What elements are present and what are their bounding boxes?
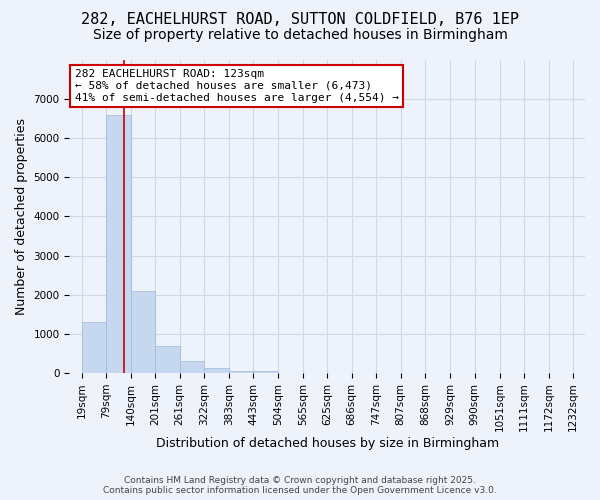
Bar [253, 370, 278, 373]
Bar [82, 322, 106, 373]
Bar [155, 346, 179, 373]
Bar [204, 368, 229, 373]
X-axis label: Distribution of detached houses by size in Birmingham: Distribution of detached houses by size … [155, 437, 499, 450]
Bar [179, 361, 204, 373]
Text: Size of property relative to detached houses in Birmingham: Size of property relative to detached ho… [92, 28, 508, 42]
Bar [229, 370, 253, 373]
Text: 282 EACHELHURST ROAD: 123sqm
← 58% of detached houses are smaller (6,473)
41% of: 282 EACHELHURST ROAD: 123sqm ← 58% of de… [74, 70, 398, 102]
Bar [106, 115, 131, 373]
Text: Contains HM Land Registry data © Crown copyright and database right 2025.
Contai: Contains HM Land Registry data © Crown c… [103, 476, 497, 495]
Y-axis label: Number of detached properties: Number of detached properties [15, 118, 28, 315]
Text: 282, EACHELHURST ROAD, SUTTON COLDFIELD, B76 1EP: 282, EACHELHURST ROAD, SUTTON COLDFIELD,… [81, 12, 519, 28]
Bar [131, 291, 155, 373]
